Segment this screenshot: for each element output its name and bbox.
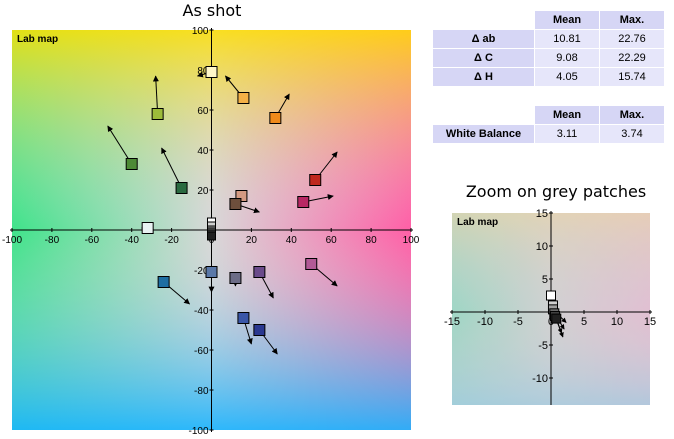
colour-patch bbox=[205, 66, 218, 78]
x-tick-label: 20 bbox=[246, 235, 258, 246]
colour-patch bbox=[141, 222, 154, 234]
y-tick-label: 5 bbox=[542, 274, 548, 286]
colour-patch bbox=[229, 198, 242, 210]
colour-patch bbox=[125, 158, 138, 170]
shift-arrow bbox=[161, 147, 183, 189]
y-tick-label: 15 bbox=[536, 208, 548, 220]
grey-patch bbox=[207, 231, 216, 241]
x-tick-label: -100 bbox=[2, 235, 22, 246]
table-row: Δ C 9.08 22.29 bbox=[432, 48, 665, 68]
row-mean: 3.11 bbox=[534, 124, 600, 144]
row-max: 3.74 bbox=[599, 124, 665, 144]
row-label: Δ H bbox=[432, 67, 535, 87]
x-tick-label: -10 bbox=[477, 316, 493, 328]
colour-patch bbox=[205, 266, 218, 278]
y-tick-label: 10 bbox=[536, 241, 548, 253]
x-tick-label: -60 bbox=[85, 235, 100, 246]
lab-map-chart: Lab map-100-100-80-80-60-60-40-40-20-200… bbox=[2, 26, 420, 437]
table-row: Δ ab 10.81 22.76 bbox=[432, 29, 665, 49]
y-tick-label: -10 bbox=[532, 373, 548, 385]
zoom-chart-title: Zoom on grey patches bbox=[465, 182, 647, 201]
header-mean: Mean bbox=[534, 10, 600, 30]
colour-patch bbox=[305, 258, 318, 270]
y-tick-label: -5 bbox=[538, 340, 548, 352]
y-tick-label: 100 bbox=[192, 26, 209, 37]
y-tick-label: 40 bbox=[197, 146, 209, 157]
colour-patch bbox=[175, 182, 188, 194]
y-tick-label: -80 bbox=[194, 386, 209, 397]
x-tick-label: 5 bbox=[581, 316, 587, 328]
x-tick-label: -15 bbox=[444, 316, 460, 328]
colour-patch bbox=[253, 266, 266, 278]
x-tick-label: -80 bbox=[45, 235, 60, 246]
table-header-row: Mean Max. bbox=[432, 10, 665, 30]
header-max: Max. bbox=[599, 105, 665, 125]
y-tick-label: -100 bbox=[188, 426, 208, 437]
x-tick-label: 10 bbox=[611, 316, 623, 328]
y-tick-label: 80 bbox=[197, 66, 209, 77]
colour-patch bbox=[229, 272, 242, 284]
y-tick-label: 20 bbox=[197, 186, 209, 197]
row-label: Δ C bbox=[432, 48, 535, 68]
lab-map-label: Lab map bbox=[457, 217, 498, 228]
colour-patch bbox=[151, 108, 164, 120]
row-label: Δ ab bbox=[432, 29, 535, 49]
header-blank bbox=[432, 105, 535, 125]
x-tick-label: -5 bbox=[513, 316, 523, 328]
x-tick-label: 40 bbox=[286, 235, 298, 246]
shift-arrow bbox=[152, 75, 159, 115]
delta-stats-table: Mean Max. Δ ab 10.81 22.76 Δ C 9.08 22.2… bbox=[432, 10, 665, 87]
row-max: 22.76 bbox=[599, 29, 665, 49]
colour-patch bbox=[253, 324, 266, 336]
table-row: White Balance 3.11 3.74 bbox=[432, 124, 665, 144]
colour-patch bbox=[297, 196, 310, 208]
lab-map-label: Lab map bbox=[17, 34, 58, 45]
y-tick-label: -40 bbox=[194, 306, 209, 317]
y-tick-label: -20 bbox=[194, 266, 209, 277]
row-mean: 9.08 bbox=[534, 48, 600, 68]
header-mean: Mean bbox=[534, 105, 600, 125]
header-blank bbox=[432, 10, 535, 30]
colour-patch bbox=[269, 112, 282, 124]
x-tick-label: -20 bbox=[164, 235, 179, 246]
x-tick-label: 60 bbox=[326, 235, 338, 246]
x-tick-label: 0 bbox=[548, 316, 554, 328]
row-max: 15.74 bbox=[599, 67, 665, 87]
y-tick-label: 60 bbox=[197, 106, 209, 117]
main-chart-title: As shot bbox=[182, 1, 242, 20]
row-mean: 4.05 bbox=[534, 67, 600, 87]
x-tick-label: 80 bbox=[366, 235, 378, 246]
colour-patch bbox=[157, 276, 170, 288]
white-balance-table: Mean Max. White Balance 3.11 3.74 bbox=[432, 105, 665, 144]
colour-patch bbox=[237, 312, 250, 324]
colour-patch bbox=[551, 313, 562, 324]
row-mean: 10.81 bbox=[534, 29, 600, 49]
x-tick-label: 15 bbox=[644, 316, 656, 328]
shift-arrow bbox=[107, 125, 133, 165]
header-max: Max. bbox=[599, 10, 665, 30]
colour-patch bbox=[309, 174, 322, 186]
x-tick-label: 100 bbox=[403, 235, 420, 246]
table-header-row: Mean Max. bbox=[432, 105, 665, 125]
y-tick-label: -60 bbox=[194, 346, 209, 357]
colour-patch bbox=[237, 92, 250, 104]
row-label: White Balance bbox=[432, 124, 535, 144]
colour-patch bbox=[546, 290, 556, 301]
row-max: 22.29 bbox=[599, 48, 665, 68]
table-row: Δ H 4.05 15.74 bbox=[432, 67, 665, 87]
x-tick-label: -40 bbox=[124, 235, 139, 246]
